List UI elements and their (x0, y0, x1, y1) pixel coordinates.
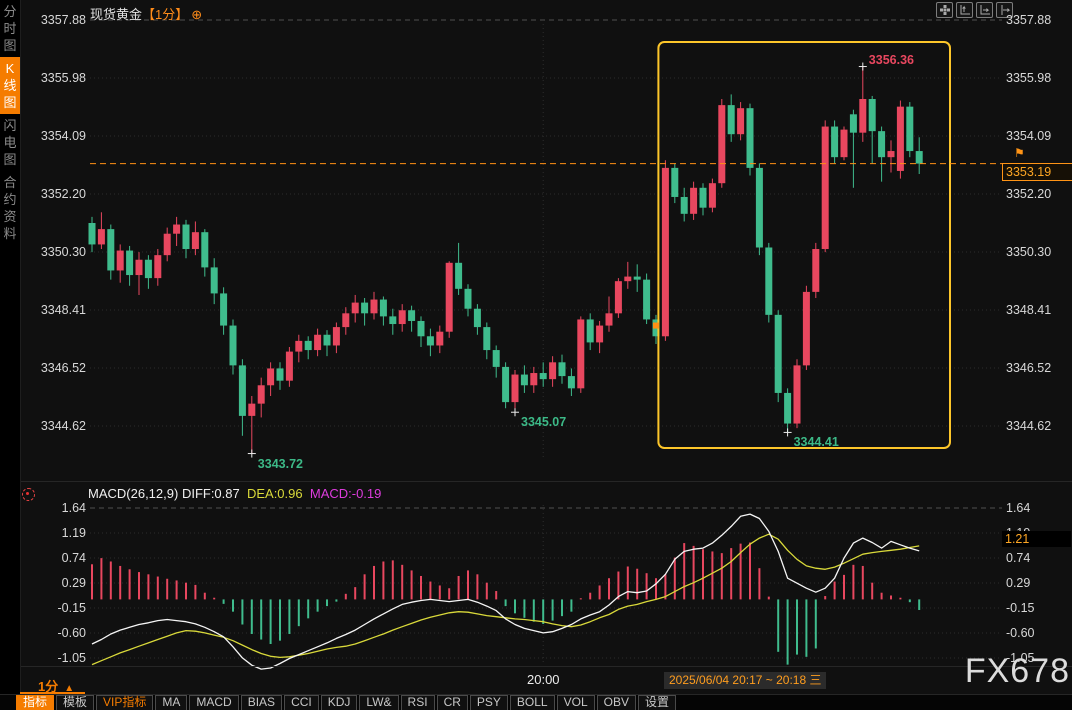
macd-params: MACD(26,12,9) (88, 486, 179, 501)
sidebar-tab-3[interactable]: 闪电图 (3, 118, 17, 167)
price-tick-left: 3346.52 (40, 361, 86, 375)
time-axis-divider (21, 666, 1072, 667)
macd-tick-left: 1.64 (61, 501, 86, 515)
move-tool-icon[interactable] (936, 2, 953, 18)
macd-tick-right: 1.64 (1006, 501, 1031, 515)
price-tick-right: 3348.41 (1006, 303, 1052, 317)
price-tick-right: 3355.98 (1006, 71, 1052, 85)
toolbar-item-CR[interactable]: CR (436, 694, 468, 710)
sidebar-tab-4[interactable]: 合约资料 (3, 175, 17, 241)
price-tick-right: 3357.88 (1006, 13, 1052, 27)
low-price-annotation: 3345.07 (521, 415, 567, 430)
interval-tag: 【1分】 (142, 7, 189, 22)
current-price-label: 3353.19 (1002, 163, 1072, 181)
macd-diff-value: DIFF:0.87 (181, 486, 240, 501)
macd-tick-right: 0.29 (1006, 576, 1031, 590)
price-tick-left: 3348.41 (40, 303, 86, 317)
toolbar-item-RSI[interactable]: RSI (400, 694, 435, 710)
interval-arrow-icon: ▲ (64, 683, 75, 694)
macd-tick-right: -1.05 (1006, 651, 1035, 665)
toolbar-item-PSY[interactable]: PSY (469, 694, 508, 710)
axis-scale-left-icon[interactable] (956, 2, 973, 18)
interval-value: 1分 (38, 679, 59, 694)
toolbar-item-BIAS[interactable]: BIAS (240, 694, 283, 710)
toolbar-item-指标[interactable]: 指标 (16, 694, 55, 710)
macd-tick-left: -0.15 (57, 601, 87, 615)
macd-tick-left: 0.74 (61, 551, 86, 565)
macd-tick-right: 0.74 (1006, 551, 1031, 565)
sidebar-tab-1[interactable]: 分时图 (3, 4, 17, 53)
toolbar-item-VOL[interactable]: VOL (556, 694, 595, 710)
price-tick-left: 3357.88 (40, 13, 86, 27)
axis-scale-right-icon[interactable] (976, 2, 993, 18)
price-tick-left: 3354.09 (40, 129, 86, 143)
interval-selector[interactable]: 1分 ▲ (38, 676, 74, 695)
low-price-annotation: 3344.41 (793, 435, 839, 450)
toolbar-item-LW&[interactable]: LW& (359, 694, 399, 710)
bar-date-range-readout: 2025/06/04 20:17 ~ 20:18 三 (664, 672, 827, 689)
toolbar-item-OBV[interactable]: OBV (596, 694, 636, 710)
chart-toolbar-icons (936, 2, 1013, 18)
macd-dea-value: DEA:0.96 (246, 486, 303, 501)
price-tick-left: 3355.98 (40, 71, 86, 85)
macd-tick-left: 1.19 (61, 526, 86, 540)
interval-underline (20, 692, 85, 694)
toolbar-item-模板[interactable]: 模板 (56, 694, 95, 710)
time-axis-label: 20:00 (527, 672, 560, 687)
toolbar-item-MACD[interactable]: MACD (189, 694, 239, 710)
macd-current-value-label: 1.21 (1002, 531, 1071, 547)
macd-tick-left: -0.60 (57, 626, 87, 640)
macd-tick-right: -0.15 (1006, 601, 1035, 615)
indicator-pane-dot-icon[interactable] (22, 488, 35, 501)
price-tick-right: 3352.20 (1006, 187, 1052, 201)
price-tick-left: 3352.20 (40, 187, 86, 201)
toolbar-item-设置[interactable]: 设置 (637, 694, 676, 710)
brand-watermark: FX678 (964, 652, 1070, 690)
indicator-toolbar: 指标 模板 VIP指标 MA MACD BIAS CCI KDJ LW& RSI CR PSY BOLL… (0, 694, 1072, 710)
macd-header: MACD(26,12,9) DIFF:0.87 DEA:0.96 MACD:-0… (88, 486, 381, 516)
go-to-latest-icon[interactable] (996, 2, 1013, 18)
toolbar-item-VIP指标[interactable]: VIP指标 (96, 694, 154, 710)
macd-tick-left: -1.05 (57, 651, 87, 665)
price-tick-right: 3346.52 (1006, 361, 1052, 375)
macd-tick-right: -0.60 (1006, 626, 1035, 640)
add-indicator-icon[interactable]: ⊕ (191, 7, 203, 22)
symbol-name: 现货黄金 (90, 7, 143, 22)
price-tick-left: 3344.62 (40, 419, 86, 433)
price-tick-right: 3350.30 (1006, 245, 1052, 259)
chart-title: 现货黄金【1分】 ⊕ (90, 4, 202, 23)
toolbar-item-BOLL[interactable]: BOLL (509, 694, 555, 710)
toolbar-item-MA[interactable]: MA (155, 694, 188, 710)
macd-macd-value: MACD:-0.19 (309, 486, 382, 501)
price-tick-right: 3344.62 (1006, 419, 1052, 433)
price-tick-right: 3354.09 (1006, 129, 1052, 143)
toolbar-item-CCI[interactable]: CCI (284, 694, 319, 710)
macd-tick-left: 0.29 (61, 576, 86, 590)
pane-divider (21, 481, 1072, 482)
price-alert-icon[interactable]: ⚑ (1014, 146, 1025, 160)
price-tick-left: 3350.30 (40, 245, 86, 259)
high-price-annotation: 3356.36 (868, 52, 914, 67)
low-price-annotation: 3343.72 (257, 456, 303, 471)
toolbar-item-KDJ[interactable]: KDJ (320, 694, 358, 710)
